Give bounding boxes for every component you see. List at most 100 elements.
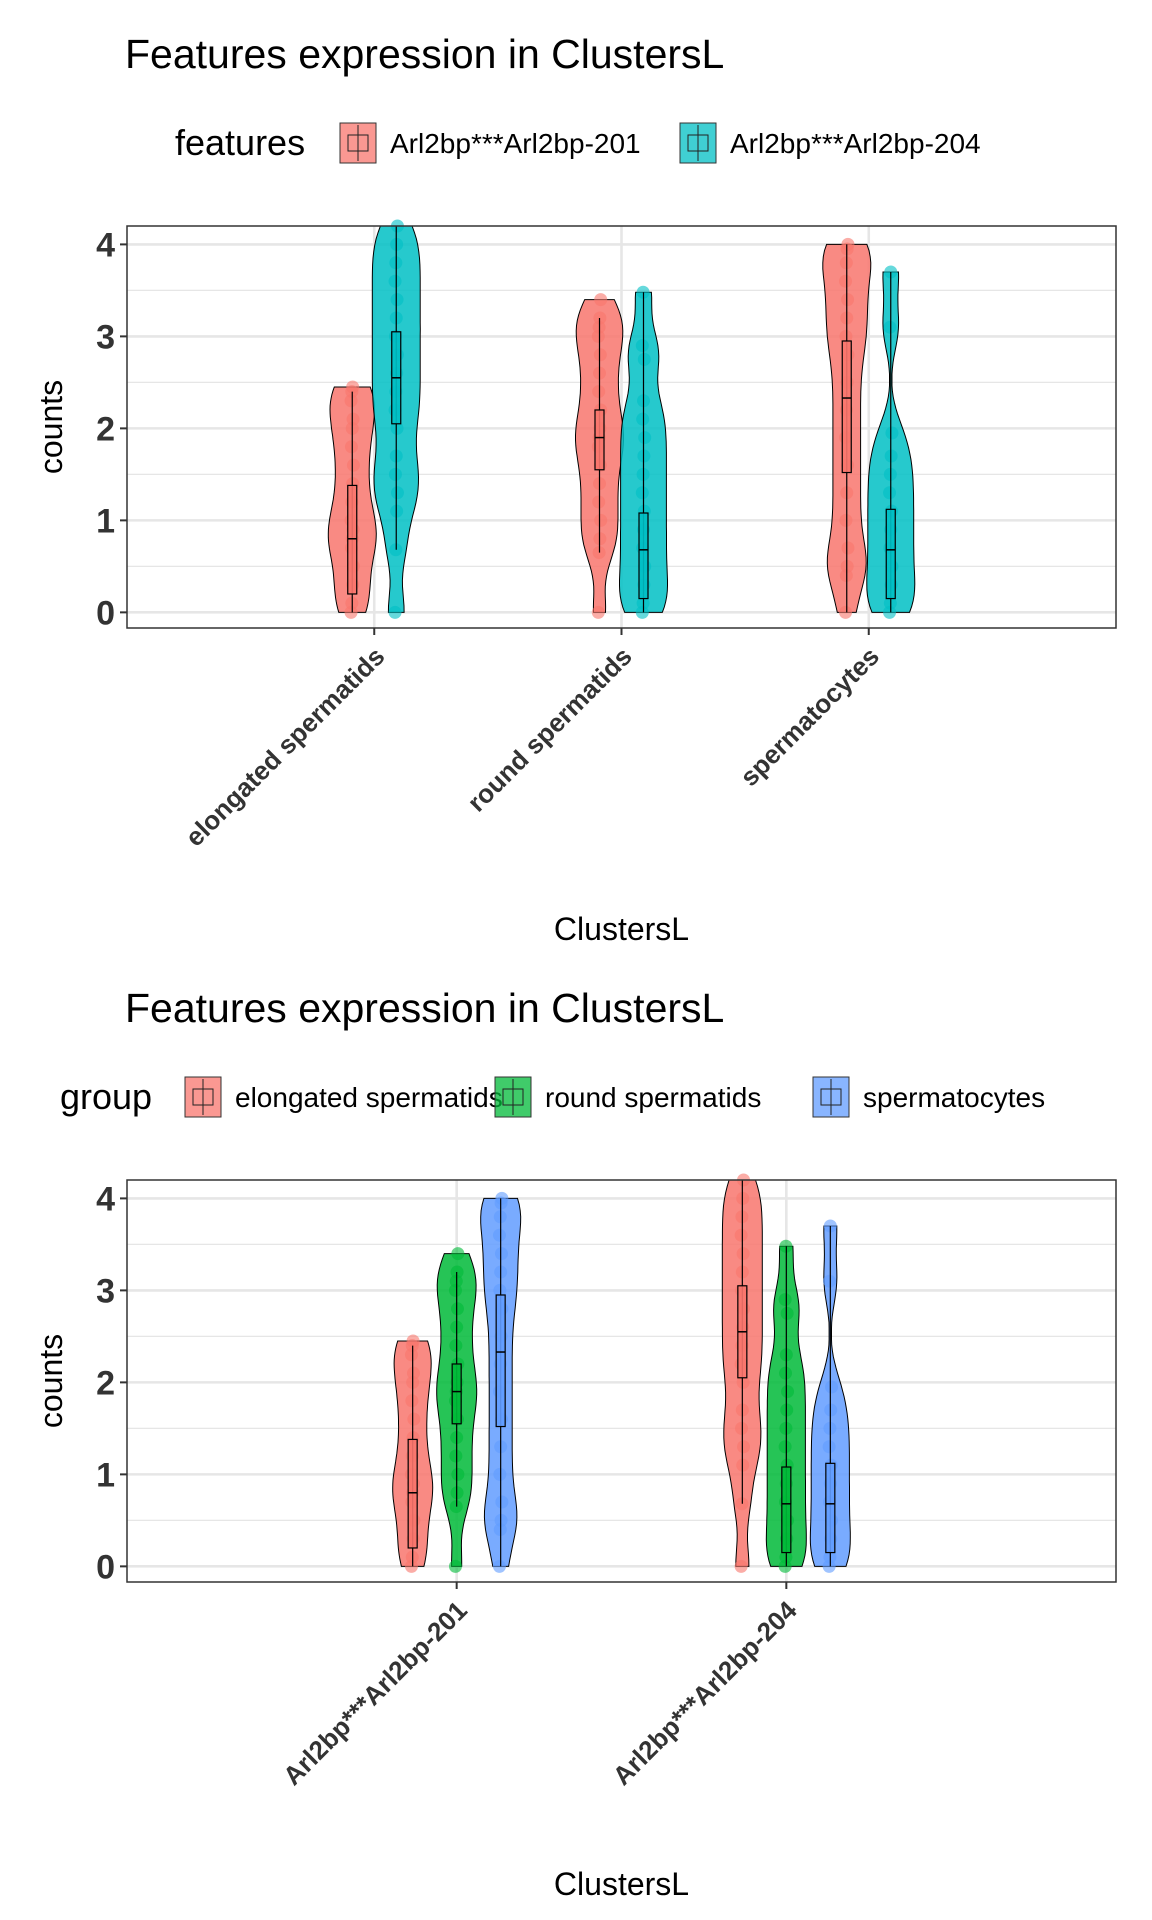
y-tick-label: 2 — [96, 410, 115, 448]
data-point — [839, 329, 853, 343]
violin-group — [721, 1173, 763, 1573]
violin-group — [822, 237, 872, 619]
data-point — [495, 1495, 509, 1509]
data-point — [406, 1334, 420, 1348]
data-point — [883, 320, 897, 334]
data-point — [736, 1247, 750, 1261]
data-point — [823, 1274, 837, 1288]
legend-entry: Arl2bp***Arl2bp-204 — [679, 122, 981, 164]
data-point — [591, 605, 605, 619]
box-iqr — [407, 1438, 418, 1549]
data-point — [346, 458, 360, 472]
data-point — [594, 513, 608, 527]
data-point — [841, 237, 855, 251]
y-tick-label: 0 — [96, 1548, 115, 1586]
legend-key-box — [347, 134, 369, 152]
violin-group — [327, 380, 377, 619]
data-point — [778, 1293, 792, 1307]
data-point — [390, 486, 404, 500]
box-iqr — [781, 1466, 792, 1554]
box-iqr — [495, 1294, 506, 1428]
violin-group — [809, 1219, 851, 1573]
y-tick-label: 4 — [96, 226, 115, 264]
legend-label: Arl2bp***Arl2bp-201 — [390, 128, 641, 159]
y-tick-label: 1 — [96, 502, 115, 540]
data-point — [825, 1380, 839, 1394]
y-tick-label: 3 — [96, 1272, 115, 1310]
data-point — [346, 412, 360, 426]
data-point — [388, 467, 402, 481]
legend-key-box — [687, 134, 709, 152]
violin-group — [371, 219, 421, 619]
y-axis-label: counts — [33, 380, 69, 474]
data-point — [638, 431, 652, 445]
violin-group — [436, 1247, 478, 1573]
data-point — [635, 339, 649, 353]
box-iqr — [841, 340, 852, 474]
legend-entry: spermatocytes — [812, 1076, 1045, 1118]
y-tick-label: 0 — [96, 594, 115, 632]
plot-border — [126, 1179, 1117, 1583]
legend-entry: Arl2bp***Arl2bp-201 — [339, 122, 641, 164]
data-point — [493, 1283, 507, 1297]
legend-title: group — [60, 1076, 152, 1117]
data-point — [450, 1302, 464, 1316]
box-iqr — [885, 508, 896, 600]
data-point — [592, 495, 606, 509]
data-point — [735, 1421, 749, 1435]
data-point — [839, 274, 853, 288]
data-point — [494, 1247, 508, 1261]
data-point — [492, 1559, 506, 1573]
y-axis-label: counts — [33, 1334, 69, 1428]
box-iqr — [825, 1462, 836, 1554]
y-tick-label: 2 — [96, 1364, 115, 1402]
data-point — [736, 1375, 750, 1389]
data-point — [636, 412, 650, 426]
legend-key-box — [502, 1088, 524, 1106]
chart-panel: Features expression in ClustersL group elo… — [33, 985, 1117, 1902]
x-tick-label: spermatocytes — [734, 641, 885, 792]
data-point — [883, 486, 897, 500]
data-point — [344, 440, 358, 454]
legend-key-box — [192, 1088, 214, 1106]
data-point — [448, 1559, 462, 1573]
data-point — [493, 1467, 507, 1481]
box-iqr — [638, 512, 649, 600]
data-point — [635, 486, 649, 500]
x-tick-label: elongated spermatids — [179, 641, 390, 852]
legend-label: elongated spermatids — [235, 1082, 503, 1113]
data-point — [822, 1440, 836, 1454]
data-point — [592, 385, 606, 399]
data-point — [406, 1366, 420, 1380]
legend-label: round spermatids — [545, 1082, 761, 1113]
data-point — [405, 1394, 419, 1408]
data-point — [734, 1228, 748, 1242]
violin-group — [619, 285, 668, 619]
legend-key-box — [820, 1088, 842, 1106]
data-point — [346, 380, 360, 394]
data-point — [451, 1247, 465, 1261]
violin-group — [392, 1334, 434, 1573]
data-point — [390, 293, 404, 307]
violin-group — [575, 293, 624, 619]
data-point — [841, 541, 855, 555]
legend-label: spermatocytes — [863, 1082, 1045, 1113]
data-point — [388, 605, 402, 619]
data-point — [593, 348, 607, 362]
data-point — [839, 605, 853, 619]
data-point — [594, 293, 608, 307]
data-point — [778, 1440, 792, 1454]
box-iqr — [451, 1363, 462, 1425]
legend-label: Arl2bp***Arl2bp-204 — [730, 128, 981, 159]
data-point — [451, 1467, 465, 1481]
y-tick-label: 1 — [96, 1456, 115, 1494]
data-point — [388, 274, 402, 288]
x-axis-label: ClustersL — [554, 1866, 689, 1902]
data-point — [841, 293, 855, 307]
box-iqr — [594, 409, 605, 471]
data-point — [390, 421, 404, 435]
data-point — [407, 1412, 421, 1426]
data-point — [734, 1559, 748, 1573]
data-point — [492, 1228, 506, 1242]
